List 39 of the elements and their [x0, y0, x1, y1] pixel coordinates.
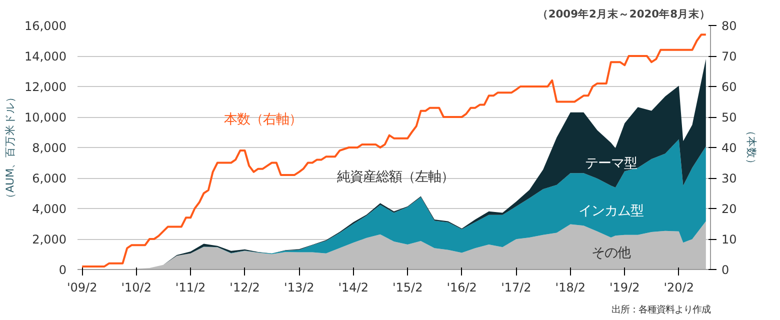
y2-axis-title: （本数） [744, 126, 758, 170]
chart-title: （2009年2月末～2020年8月末） [537, 8, 711, 20]
x-tick-label: '09/2 [66, 280, 98, 294]
y2-tick-label: 40 [722, 141, 737, 155]
x-tick-label: '18/2 [555, 280, 586, 294]
y2-tick-label: 30 [722, 172, 737, 186]
y-tick-label: 0 [58, 263, 67, 277]
y-tick-label: 2,000 [32, 232, 67, 246]
series-label: インカム型 [578, 204, 644, 220]
series-label: テーマ型 [584, 156, 637, 172]
y2-tick-label: 60 [722, 80, 737, 94]
text: 出所：各種資料より作成 [612, 304, 710, 316]
annotation: 純資産総額（左軸） [337, 169, 454, 185]
x-tick-label: '16/2 [446, 280, 477, 294]
y2-tick-label: 50 [722, 110, 737, 124]
y-tick-label: 6,000 [32, 172, 67, 186]
y-axis-title: （AUM、百万米ドル） [4, 91, 17, 204]
x-tick-label: '10/2 [121, 280, 152, 294]
y2-tick-label: 80 [722, 19, 737, 33]
x-tick-label: '15/2 [392, 280, 423, 294]
x-tick-label: '19/2 [610, 280, 640, 294]
x-tick-label: '12/2 [230, 280, 260, 294]
series-label: その他 [591, 246, 630, 261]
text: 本数（右軸） [224, 112, 302, 128]
y-tick-label: 16,000 [24, 19, 67, 33]
y2-tick-label: 20 [722, 202, 737, 216]
x-tick-label: '11/2 [175, 280, 206, 294]
x-tick-label: '17/2 [501, 280, 532, 294]
y2-tick-label: 10 [722, 232, 737, 246]
y-tick-label: 12,000 [24, 80, 67, 94]
y-tick-label: 4,000 [32, 202, 67, 216]
x-tick-label: '14/2 [338, 280, 368, 294]
x-tick-label: '13/2 [284, 280, 314, 294]
y-tick-label: 10,000 [24, 110, 67, 124]
y-tick-label: 14,000 [24, 50, 67, 64]
y2-tick-label: 0 [722, 263, 730, 277]
x-tick-label: '20/2 [664, 280, 694, 294]
y2-tick-label: 70 [722, 50, 737, 64]
y-tick-label: 8,000 [32, 141, 67, 155]
